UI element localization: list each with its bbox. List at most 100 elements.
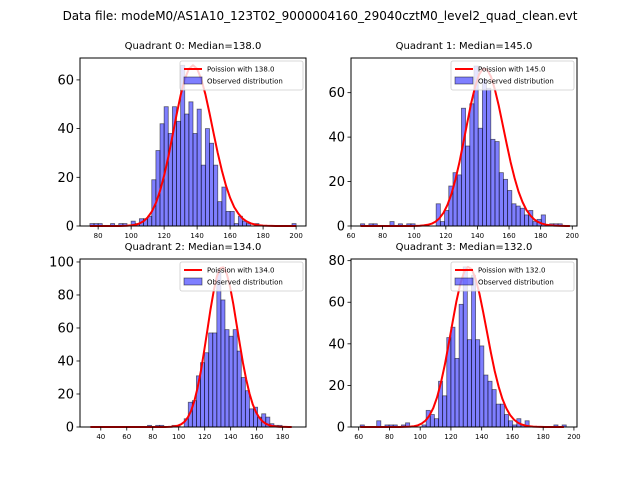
histogram-bar bbox=[519, 207, 525, 227]
x-tick-label: 140 bbox=[190, 232, 203, 240]
histogram-bar bbox=[208, 332, 214, 428]
x-tick-label: 100 bbox=[172, 433, 185, 441]
x-tick-label: 160 bbox=[250, 433, 263, 441]
y-tick-label: 0 bbox=[66, 421, 74, 436]
x-tick-label: 60 bbox=[354, 433, 363, 441]
histogram-bar bbox=[490, 138, 496, 227]
y-tick-label: 40 bbox=[328, 131, 345, 146]
y-tick-label: 80 bbox=[328, 254, 345, 269]
histogram-bar bbox=[429, 414, 435, 428]
histogram-bar bbox=[204, 128, 210, 227]
legend: Poission with 138.0 Observed distribution bbox=[179, 60, 304, 91]
histogram-bar bbox=[503, 178, 509, 227]
x-tick-label: 160 bbox=[223, 232, 236, 240]
histogram-bar bbox=[433, 418, 439, 428]
histogram-bar bbox=[155, 150, 161, 227]
x-tick-label: 200 bbox=[567, 433, 580, 441]
x-tick-label: 80 bbox=[148, 433, 157, 441]
y-tick-label: 20 bbox=[328, 379, 345, 394]
histogram-bar bbox=[188, 101, 194, 227]
y-tick-label: 0 bbox=[337, 421, 345, 436]
histogram-bar bbox=[465, 145, 471, 227]
histogram-bar bbox=[504, 414, 509, 428]
histogram-bar bbox=[454, 357, 460, 428]
histogram-bar bbox=[475, 339, 481, 428]
y-tick-label: 40 bbox=[57, 122, 74, 137]
histogram-bar bbox=[232, 329, 238, 428]
histogram-bar bbox=[217, 201, 223, 227]
histogram-bar bbox=[240, 377, 246, 428]
subplot-title: Quadrant 0: Median=138.0 bbox=[125, 41, 262, 52]
histogram-bar bbox=[196, 108, 202, 227]
histogram-bar bbox=[236, 350, 242, 428]
x-tick-label: 120 bbox=[439, 232, 452, 240]
histogram-bar bbox=[204, 352, 210, 428]
histogram-bar bbox=[508, 420, 514, 428]
histogram-bar bbox=[458, 303, 464, 428]
histogram-bar bbox=[466, 339, 472, 428]
subplot-quadrant-1: Quadrant 1: Median=145.0 0 20 40 60 60 80 100 12… bbox=[328, 41, 578, 240]
y-tick-label: 40 bbox=[57, 354, 74, 369]
axes-frame bbox=[350, 258, 578, 428]
x-tick-label: 180 bbox=[256, 232, 269, 240]
histogram-bar bbox=[176, 120, 182, 227]
x-tick-label: 180 bbox=[276, 433, 289, 441]
histogram-bar bbox=[439, 221, 445, 227]
legend-box bbox=[450, 60, 575, 91]
bars bbox=[147, 269, 283, 428]
legend-box bbox=[179, 60, 304, 91]
histogram-bar bbox=[515, 205, 521, 227]
legend: Poission with 145.0 Observed distribution bbox=[450, 60, 575, 91]
x-tick-label: 60 bbox=[347, 232, 356, 240]
axes-frame bbox=[79, 57, 307, 227]
y-tick-label: 100 bbox=[49, 255, 74, 270]
histogram-bar bbox=[184, 113, 190, 227]
y-tick-label: 60 bbox=[328, 296, 345, 311]
histogram-bar bbox=[221, 186, 227, 227]
figure-suptitle: Data file: modeM0/AS1A10_123T02_90000041… bbox=[63, 9, 578, 23]
x-tick-label: 140 bbox=[475, 433, 488, 441]
x-tick-label: 140 bbox=[471, 232, 484, 240]
legend-box bbox=[179, 261, 304, 292]
x-tick-label: 100 bbox=[124, 232, 137, 240]
histogram-bar bbox=[483, 374, 489, 428]
legend-label: Observed distribution bbox=[207, 78, 283, 86]
legend: Poission with 134.0 Observed distribution bbox=[179, 261, 304, 292]
histogram-bar bbox=[495, 403, 501, 428]
x-tick-label: 180 bbox=[536, 433, 549, 441]
y-tick-label: 60 bbox=[57, 321, 74, 336]
x-tick-label: 140 bbox=[224, 433, 237, 441]
y-tick-label: 20 bbox=[328, 175, 345, 190]
x-tick-label: 100 bbox=[408, 232, 421, 240]
y-tick-label: 60 bbox=[328, 86, 345, 101]
subplot-quadrant-0: Quadrant 0: Median=138.0 0 20 40 60 80 100 120 1… bbox=[57, 41, 307, 240]
x-tick-label: 80 bbox=[94, 232, 103, 240]
y-tick-label: 0 bbox=[66, 220, 74, 235]
legend-label: Poission with 138.0 bbox=[207, 66, 275, 74]
histogram-bar bbox=[487, 380, 493, 428]
histogram-bar bbox=[491, 389, 497, 428]
x-tick-label: 80 bbox=[385, 433, 394, 441]
histogram-bar bbox=[442, 395, 448, 428]
y-tick-label: 60 bbox=[57, 73, 74, 88]
histogram-bar bbox=[469, 103, 475, 227]
subplot-title: Quadrant 3: Median=132.0 bbox=[396, 242, 533, 253]
histogram-bar bbox=[524, 214, 530, 227]
legend-bar-swatch bbox=[454, 76, 474, 85]
legend-bar-swatch bbox=[183, 76, 203, 85]
x-tick-label: 60 bbox=[122, 433, 131, 441]
histogram-bar bbox=[481, 78, 488, 227]
histogram-bar bbox=[532, 221, 538, 227]
histogram-bar bbox=[244, 390, 250, 428]
histogram-bar bbox=[456, 174, 462, 227]
y-tick-label: 40 bbox=[328, 337, 345, 352]
x-tick-label: 40 bbox=[96, 433, 105, 441]
x-tick-label: 120 bbox=[198, 433, 211, 441]
y-tick-label: 80 bbox=[57, 288, 74, 303]
x-tick-label: 200 bbox=[289, 232, 302, 240]
subplot-title: Quadrant 1: Median=145.0 bbox=[396, 41, 533, 52]
x-tick-label: 120 bbox=[157, 232, 170, 240]
histogram-bar bbox=[444, 210, 450, 227]
legend-bar-swatch bbox=[454, 277, 474, 286]
